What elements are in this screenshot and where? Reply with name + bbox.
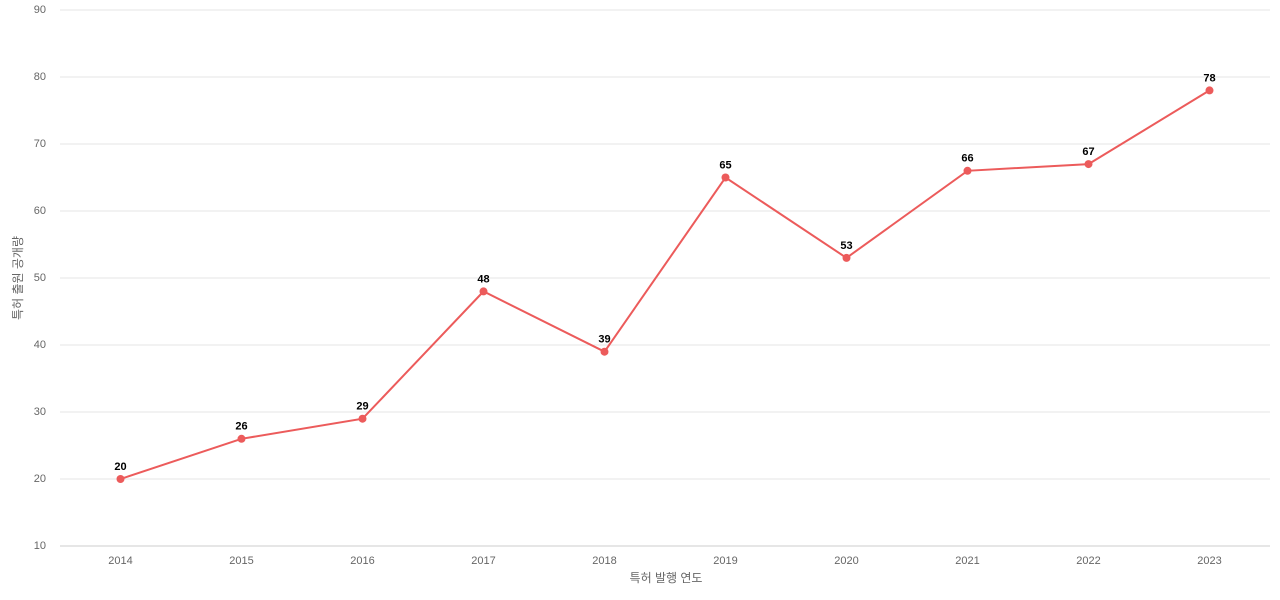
point [600, 347, 609, 356]
y-tick-label: 50 [34, 272, 46, 284]
data-label: 78 [1203, 72, 1215, 84]
line [120, 89, 1211, 480]
point [721, 173, 730, 182]
data-label: 48 [477, 273, 489, 285]
data-label: 65 [719, 159, 731, 171]
point [1205, 86, 1214, 95]
point [479, 287, 488, 296]
y-tick-label: 70 [34, 138, 46, 150]
x-tick-label: 2014 [108, 555, 132, 567]
y-tick-label: 10 [34, 540, 46, 552]
point [1084, 160, 1093, 169]
x-tick-label: 2020 [834, 555, 858, 567]
data-label: 26 [235, 421, 247, 433]
point [358, 414, 367, 423]
data-label: 53 [840, 240, 852, 252]
x-tick-label: 2018 [592, 555, 616, 567]
x-tick-label: 2017 [471, 555, 495, 567]
data-label: 20 [114, 461, 126, 473]
data-label: 67 [1082, 146, 1094, 158]
x-tick-label: 2016 [350, 555, 374, 567]
data-label: 66 [961, 153, 973, 165]
data-label: 29 [356, 401, 368, 413]
x-tick-label: 2022 [1076, 555, 1100, 567]
y-tick-label: 90 [34, 4, 46, 16]
x-tick-label: 2021 [955, 555, 979, 567]
x-tick-label: 2015 [229, 555, 253, 567]
y-tick-label: 30 [34, 406, 46, 418]
point [842, 253, 851, 262]
x-tick-label: 2019 [713, 555, 737, 567]
y-tick-label: 80 [34, 71, 46, 83]
x-tick-label: 2023 [1197, 555, 1221, 567]
point [963, 166, 972, 175]
y-tick-label: 60 [34, 205, 46, 217]
data-label: 39 [598, 334, 610, 346]
x-axis-label: 특허 발행 연도 [630, 570, 703, 585]
y-axis-label: 특허 출원 공개량 [11, 236, 25, 320]
point [116, 475, 125, 483]
y-tick-label: 40 [34, 339, 46, 351]
y-tick-label: 20 [34, 473, 46, 485]
point [237, 434, 246, 443]
